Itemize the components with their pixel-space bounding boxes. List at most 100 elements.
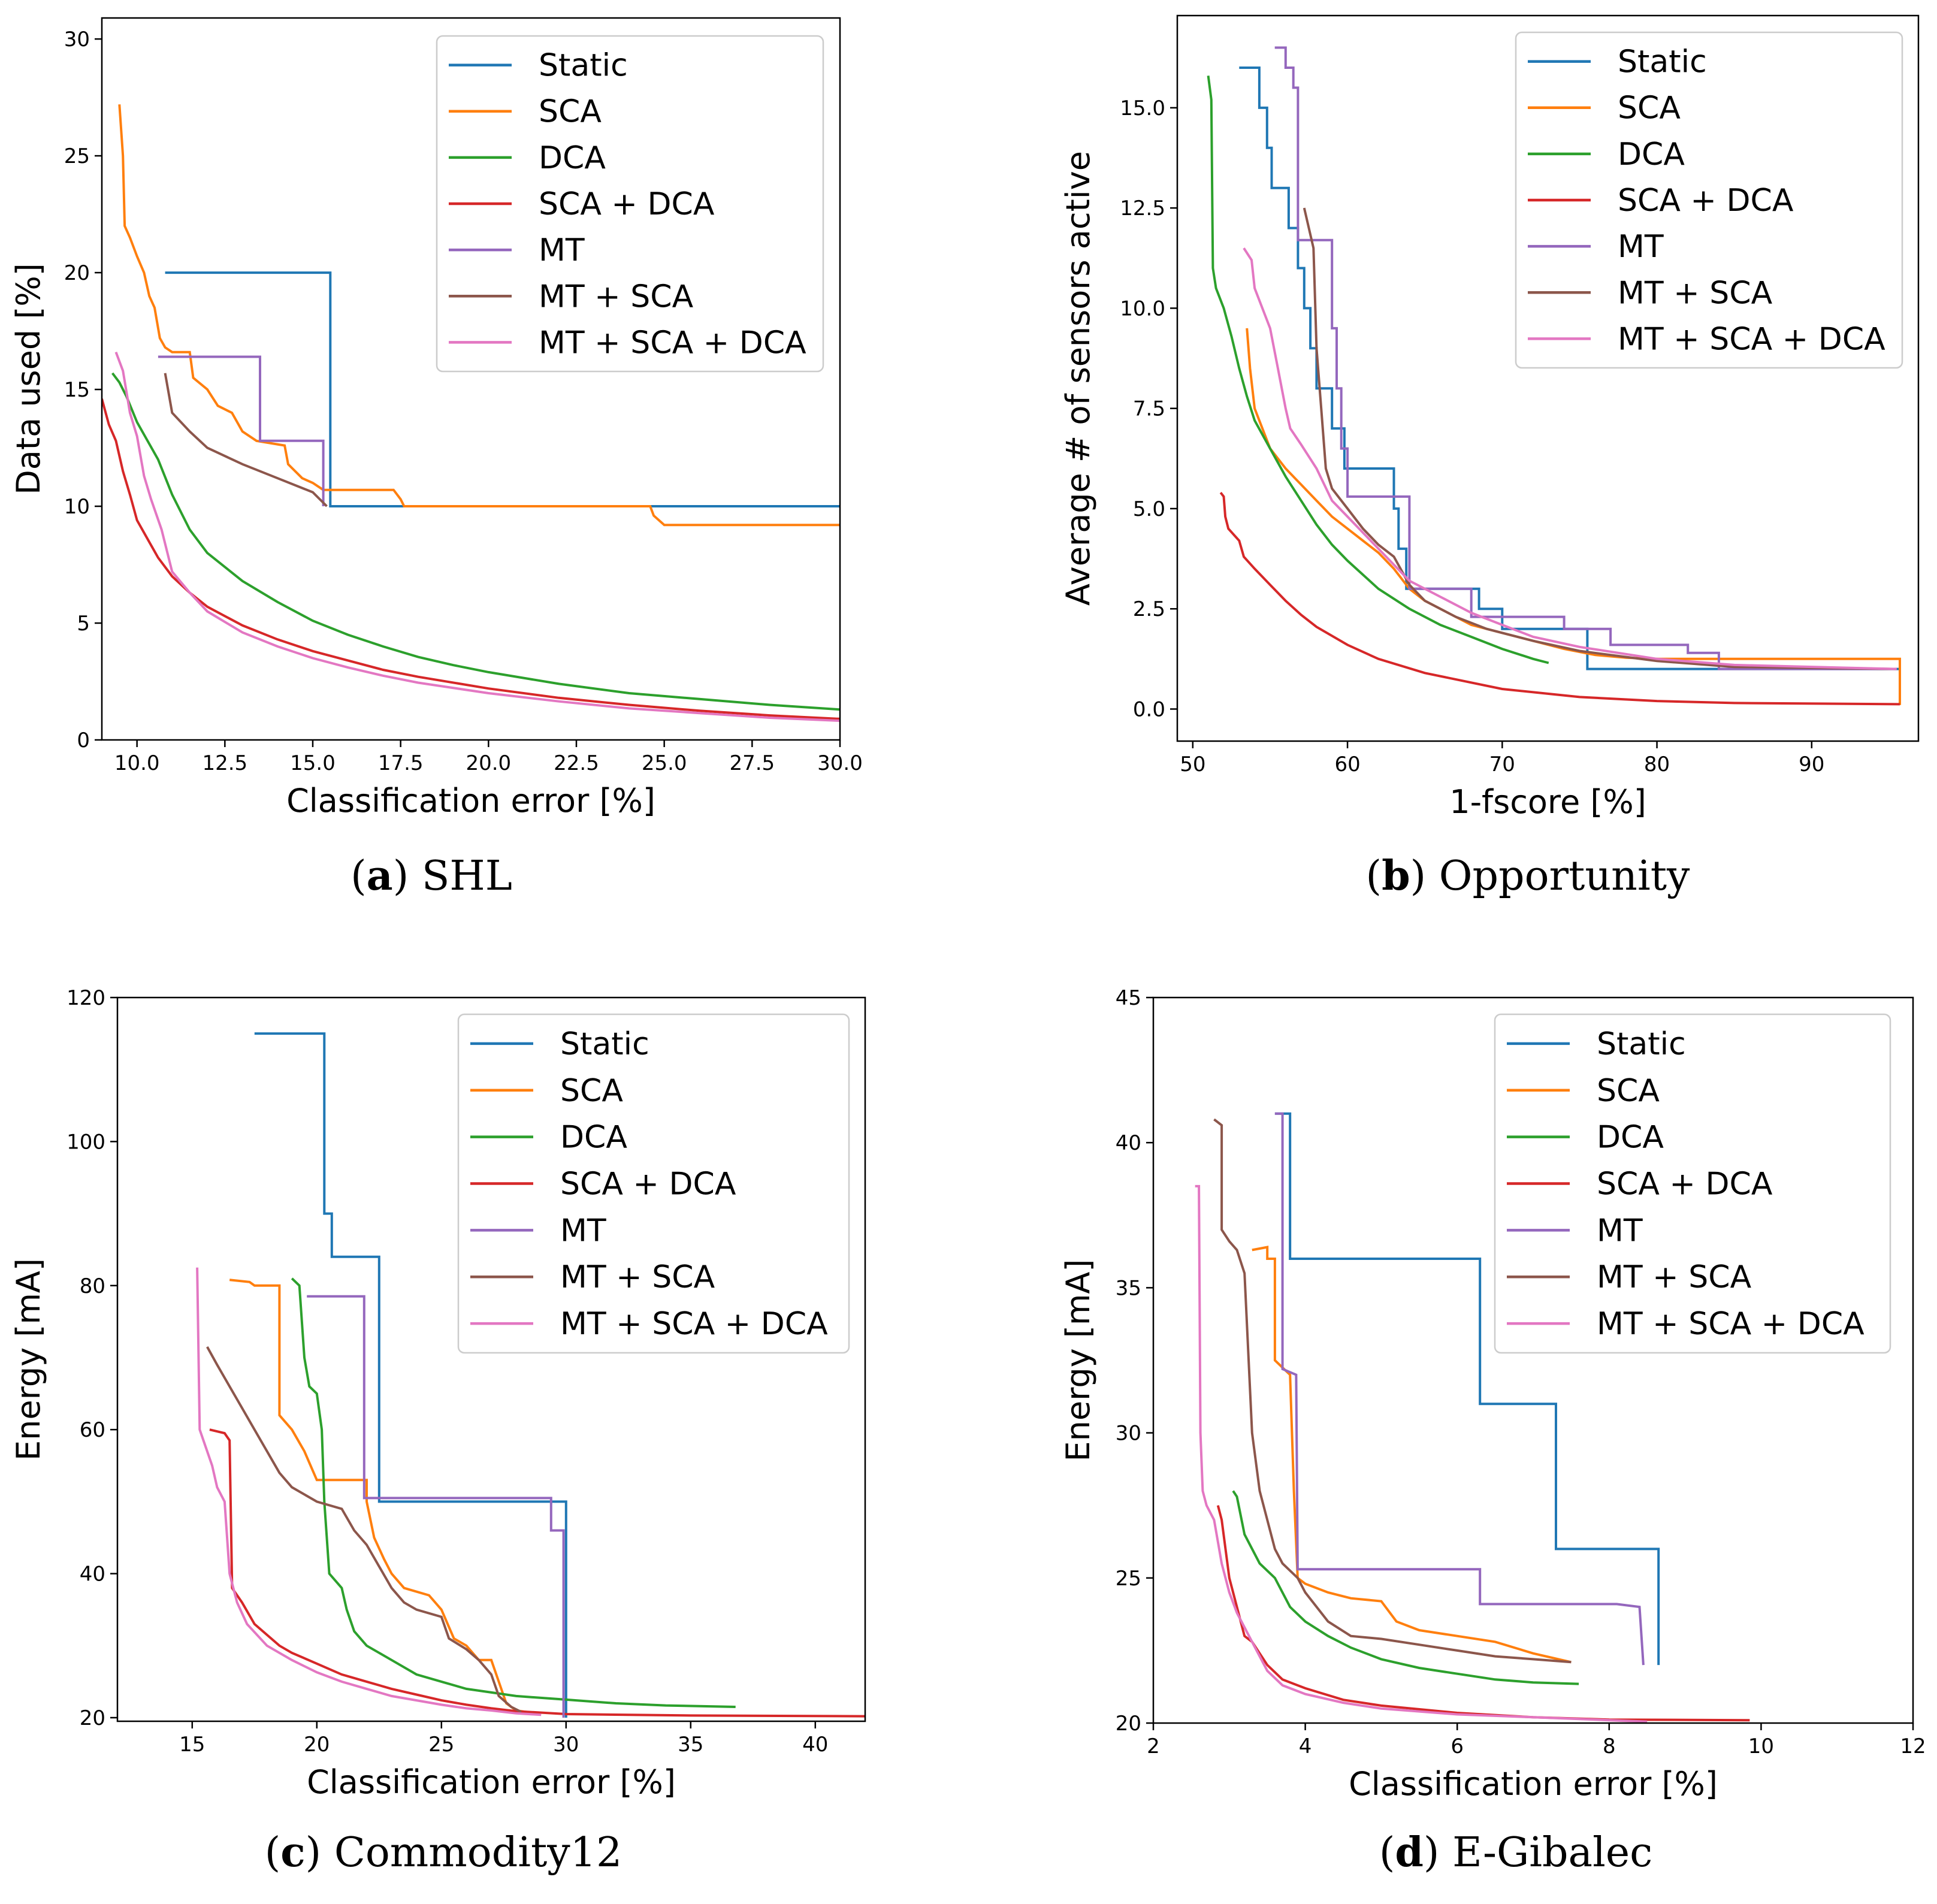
panel-d-legend-label-static: Static [1597,1026,1686,1062]
panel-a-caption-letter: a [367,852,393,900]
panel-b-series-static [1239,67,1900,670]
panel-c-legend: Static SCA DCA SCA + DCA MT MT + SCA MT + SCA … [457,1013,850,1354]
panel-d-caption-letter: d [1395,1829,1424,1876]
panel-b-legend-label-mt: MT [1618,229,1664,265]
panel-b-legend-label-dca: DCA [1618,137,1685,173]
panel-b-legend-label-mt-sca: MT + SCA [1618,275,1773,311]
panel-d-series-static [1274,1112,1660,1666]
panel-a-series-sca [118,104,840,527]
panel-c-legend-box [457,1013,850,1354]
panel-c-legend-label-mt-sca: MT + SCA [560,1259,715,1295]
panel-c-x-tick-label: 40 [802,1733,828,1757]
panel-b-caption-letter: b [1382,852,1410,900]
panel-b-y-tick-label: 0.0 [1133,697,1165,721]
panel-d-x-tick-label: 2 [1147,1734,1160,1758]
panel-a-y-tick-label: 5 [77,612,90,636]
panel-b-x-axis-label: 1-fscore [%] [1449,783,1646,821]
panel-b-legend-box [1515,31,1903,369]
panel-c-caption: (c) Commodity12 [265,1829,623,1876]
panel-b-series-sca-dca [1219,491,1900,706]
panel-c-y-tick-label: 20 [80,1706,105,1730]
panel-d-caption-text: E-Gibalec [1452,1829,1652,1876]
panel-b-series-mt-sca [1303,207,1897,670]
panel-d-y-tick-label: 35 [1116,1276,1141,1300]
panel-a-x-axis-label: Classification error [%] [286,782,655,820]
panel-a-series-mt-sca-dca [114,351,840,722]
panel-b-y-tick-label: 15.0 [1120,96,1165,120]
panel-d-y-axis-label: Energy [mA] [1059,1259,1097,1462]
panel-a-legend: Static SCA DCA SCA + DCA MT MT + SCA MT + SCA … [436,35,824,373]
panel-b-x-tick-label: 60 [1334,752,1360,776]
panel-d-plot-frame [1152,996,1914,1724]
panel-b-legend: Static SCA DCA SCA + DCA MT MT + SCA MT + SCA … [1515,31,1903,369]
panel-b-y-tick-label: 10.0 [1120,297,1165,321]
panel-a-y-tick-label: 15 [64,378,90,402]
panel-a-series-sca-dca [102,398,840,720]
panel-c-x-tick-label: 25 [428,1733,454,1757]
panel-c-legend-label-sca: SCA [560,1073,623,1109]
panel-c-legend-label-mt: MT [560,1213,606,1249]
panel-a-legend-label-mt-sca: MT + SCA [539,279,694,315]
panel-a-x-tick-label: 22.5 [554,751,599,775]
panel-b-plot-frame [1176,14,1920,742]
panel-a-y-tick-label: 10 [64,495,90,519]
panel-d-series-mt-sca [1213,1118,1572,1664]
panel-d-x-tick-label: 6 [1451,1734,1464,1758]
panel-d-legend-label-sca: SCA [1597,1073,1660,1109]
panel-d-series-mt [1274,1112,1645,1666]
panel-a-x-tick-label: 15.0 [290,751,336,775]
panel-d-legend-label-mt-sca-dca: MT + SCA + DCA [1597,1306,1865,1342]
panel-a-series-mt-sca [164,373,328,507]
panel-b-legend-label-static: Static [1618,44,1707,80]
panel-b-caption-text: Opportunity [1439,853,1690,900]
panel-b-y-tick-label: 5.0 [1133,497,1165,521]
panel-c-series-mt-sca [206,1346,522,1713]
panel-a-x-tick-label: 10.0 [114,751,160,775]
panel-b-legend-label-mt-sca-dca: MT + SCA + DCA [1618,321,1885,357]
panel-c-y-tick-label: 80 [80,1274,105,1298]
panel-c-legend-label-dca: DCA [560,1120,627,1156]
panel-c-series-static [254,1032,567,1718]
panel-a-y-tick-label: 25 [64,144,90,168]
panel-a-series-mt [158,355,325,506]
panel-d-x-axis-label: Classification error [%] [1349,1765,1718,1803]
panel-b-caption: (b) Opportunity [1366,852,1690,900]
panel-b-legend-label-sca-dca: SCA + DCA [1618,183,1794,219]
panel-b-y-tick-label: 2.5 [1133,597,1165,621]
panel-a-x-tick-label: 30.0 [817,751,863,775]
panel-a-legend-label-mt-sca-dca: MT + SCA + DCA [539,325,806,361]
panel-d: 2 4 6 8 10 12 20 25 30 35 40 45 Classification error… [1059,986,1926,1876]
panel-c-series-dca [291,1277,736,1708]
panel-c-x-tick-label: 35 [678,1733,703,1757]
panel-d-x-tick-label: 4 [1299,1734,1312,1758]
panel-c-y-axis-label: Energy [mA] [10,1258,47,1461]
panel-a-y-tick-label: 30 [64,28,90,52]
panel-a-x-tick-label: 12.5 [202,751,247,775]
panel-c-x-tick-label: 30 [553,1733,579,1757]
panel-c-caption-letter: c [280,1829,305,1876]
panel-c-series-mt [307,1295,565,1718]
panel-a-legend-label-sca-dca: SCA + DCA [539,186,715,222]
panel-b-series-dca [1207,75,1549,664]
panel-d-legend: Static SCA DCA SCA + DCA MT MT + SCA MT + SCA … [1494,1013,1891,1354]
panel-c-caption-text: Commodity12 [334,1829,622,1876]
panel-a-plot-frame [101,17,841,741]
panel-c-series-sca [229,1279,542,1715]
panel-c-series-mt-sca-dca [196,1267,542,1716]
panel-a-x-tick-label: 17.5 [378,751,424,775]
panel-d-series-mt-sca-dca [1195,1184,1648,1723]
panel-a-y-axis-label: Data used [%] [10,263,47,495]
panel-c-legend-label-sca-dca: SCA + DCA [560,1166,736,1202]
panel-a-y-tick-label: 20 [64,261,90,285]
panel-d-legend-box [1494,1013,1891,1354]
panel-d-x-tick-label: 8 [1603,1734,1616,1758]
panel-b-x-tick-label: 70 [1489,752,1515,776]
panel-d-legend-label-dca: DCA [1597,1120,1664,1156]
panel-c-x-tick-label: 20 [304,1733,330,1757]
panel-a-legend-label-dca: DCA [539,140,606,176]
panel-c-legend-label-static: Static [560,1026,649,1062]
panel-d-legend-label-mt-sca: MT + SCA [1597,1259,1752,1295]
panel-d-series-sca [1252,1246,1572,1664]
panel-b-y-tick-label: 12.5 [1120,197,1165,220]
panel-a-legend-label-mt: MT [539,232,585,268]
